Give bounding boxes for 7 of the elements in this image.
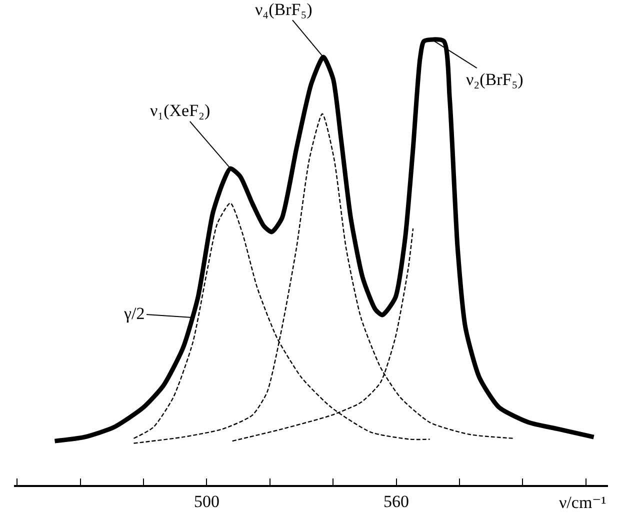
annotation: γ/2 — [123, 304, 145, 323]
x-tick-label: 560 — [384, 492, 410, 512]
x-axis-title: ν/cm⁻¹ — [559, 493, 606, 512]
annotation: ν₂(BrF₅) — [466, 70, 524, 89]
x-tick-label: 500 — [194, 492, 220, 512]
annotation: ν₄(BrF₅) — [255, 0, 312, 19]
annotation: ν₁(XeF₂) — [150, 101, 210, 120]
